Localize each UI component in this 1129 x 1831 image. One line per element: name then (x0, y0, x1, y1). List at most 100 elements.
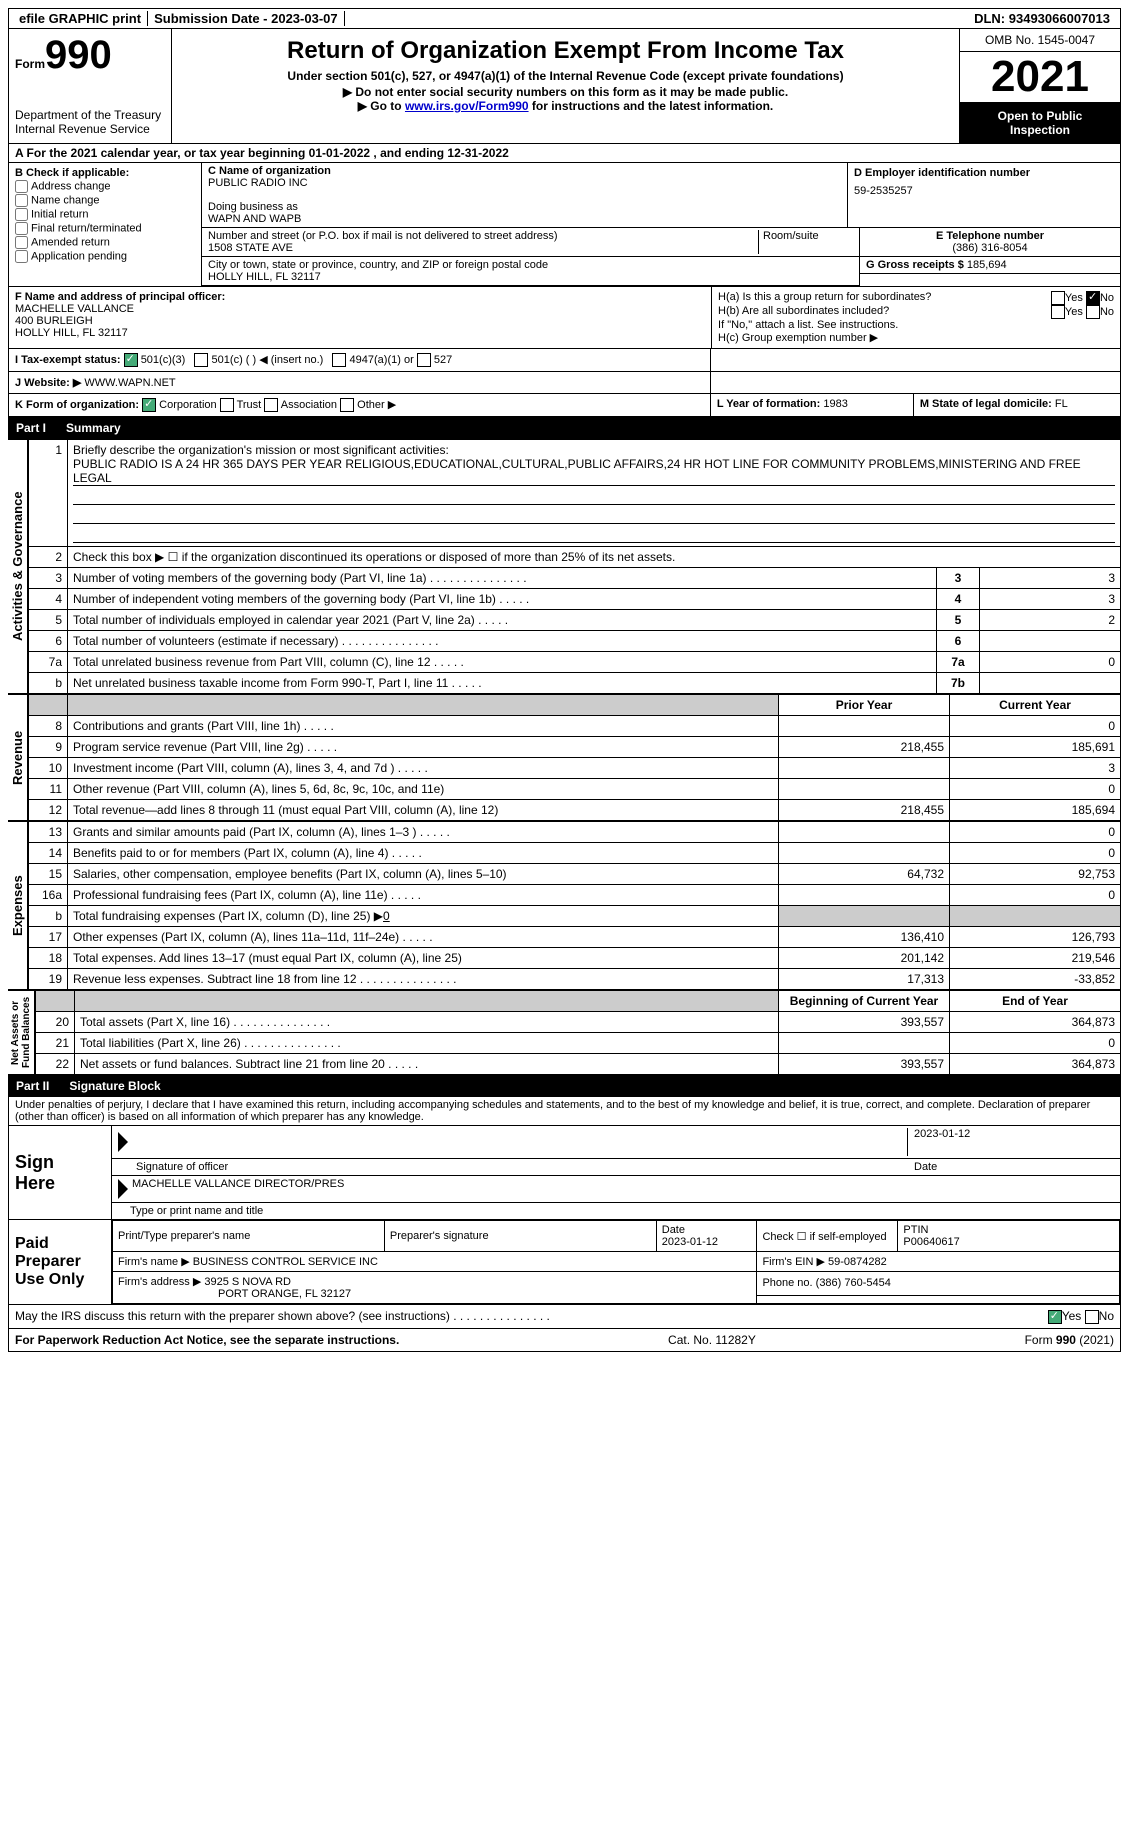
footer-form: Form 990 (2021) (1025, 1333, 1114, 1347)
s13t: Grants and similar amounts paid (Part IX… (73, 825, 450, 839)
firm-phone: (386) 760-5454 (816, 1277, 891, 1289)
chk-4947[interactable] (332, 353, 346, 367)
row-i: I Tax-exempt status: 501(c)(3) 501(c) ( … (8, 349, 1121, 372)
chk-amended[interactable]: Amended return (15, 236, 195, 249)
may-discuss-row: May the IRS discuss this return with the… (8, 1305, 1121, 1329)
boc-label: Beginning of Current Year (779, 991, 950, 1012)
n9: 9 (29, 737, 68, 758)
line1-num: 1 (29, 440, 68, 547)
r6: 6 (937, 631, 980, 652)
row-j: J Website: ▶ WWW.WAPN.NET (8, 372, 1121, 394)
efile-text: efile GRAPHIC print (19, 11, 141, 26)
chk-address-change[interactable]: Address change (15, 180, 195, 193)
firm-ein: 59-0874282 (828, 1256, 887, 1268)
sign-name-label: Type or print name and title (112, 1203, 1120, 1219)
r7b: 7b (937, 673, 980, 694)
paid-h3l: Date (662, 1224, 685, 1236)
n16b: b (29, 906, 68, 927)
cy10: 3 (950, 758, 1121, 779)
s3t: Number of voting members of the governin… (73, 571, 527, 585)
b22: 393,557 (779, 1054, 950, 1075)
may-yes[interactable] (1048, 1310, 1062, 1324)
note2-post: for instructions and the latest informat… (529, 99, 774, 113)
s7at: Total unrelated business revenue from Pa… (73, 655, 464, 669)
ein-value: 59-2535257 (854, 185, 1114, 197)
s5t: Total number of individuals employed in … (73, 613, 508, 627)
s8t: Contributions and grants (Part VIII, lin… (73, 719, 334, 733)
n17: 17 (29, 927, 68, 948)
phone-value: (386) 316-8054 (866, 242, 1114, 254)
hb-note: If "No," attach a list. See instructions… (718, 319, 1114, 331)
submission-date: Submission Date - 2023-03-07 (148, 11, 345, 26)
irs-link[interactable]: www.irs.gov/Form990 (405, 99, 529, 113)
i-label: I Tax-exempt status: (15, 354, 121, 366)
chk-corp[interactable] (142, 398, 156, 412)
chk-initial-return[interactable]: Initial return (15, 208, 195, 221)
paid-h2: Preparer's signature (384, 1221, 656, 1252)
may-no[interactable] (1085, 1310, 1099, 1324)
paid-label: Paid Preparer Use Only (9, 1220, 112, 1304)
form-header: Form990 Department of the Treasury Inter… (8, 29, 1121, 144)
s15c: Salaries, other compensation, employee b… (68, 864, 779, 885)
part2-header: Part II Signature Block (8, 1075, 1121, 1097)
ha-yes[interactable] (1051, 291, 1065, 305)
n13: 13 (29, 822, 68, 843)
py17: 136,410 (779, 927, 950, 948)
chk-501c[interactable] (194, 353, 208, 367)
n22: 22 (36, 1054, 75, 1075)
side-ag: Activities & Governance (8, 439, 28, 694)
line2-num: 2 (29, 547, 68, 568)
n16a: 16a (29, 885, 68, 906)
v6 (980, 631, 1121, 652)
na-hn (36, 991, 75, 1012)
s16ac: Professional fundraising fees (Part IX, … (68, 885, 779, 906)
v3: 3 (980, 568, 1121, 589)
efile-label: efile GRAPHIC print (13, 11, 148, 26)
hb-yes[interactable] (1051, 305, 1065, 319)
n14: 14 (29, 843, 68, 864)
n12: 12 (29, 800, 68, 821)
tax-year: 2021 (960, 52, 1120, 103)
s21t: Total liabilities (Part X, line 26) (80, 1036, 341, 1050)
chk-app-pending[interactable]: Application pending (15, 250, 195, 263)
hb-no[interactable] (1086, 305, 1100, 319)
m-label: M State of legal domicile: (920, 398, 1055, 410)
chk-assoc[interactable] (264, 398, 278, 412)
chk-trust[interactable] (220, 398, 234, 412)
s11t: Other revenue (Part VIII, column (A), li… (73, 782, 444, 796)
chk-final-return[interactable]: Final return/terminated (15, 222, 195, 235)
dln-value: 93493066007013 (1009, 11, 1110, 26)
chk-527[interactable] (417, 353, 431, 367)
summary-rev: Revenue Prior YearCurrent Year 8Contribu… (8, 694, 1121, 821)
s14c: Benefits paid to or for members (Part IX… (68, 843, 779, 864)
s21c: Total liabilities (Part X, line 26) (75, 1033, 779, 1054)
ha-no[interactable] (1086, 291, 1100, 305)
chk-name-change[interactable]: Name change (15, 194, 195, 207)
opt4: Amended return (31, 236, 110, 248)
py13 (779, 822, 950, 843)
s6: Total number of volunteers (estimate if … (68, 631, 937, 652)
col-h: H(a) Is this a group return for subordin… (712, 287, 1121, 348)
chk-other[interactable] (340, 398, 354, 412)
s12c: Total revenue—add lines 8 through 11 (mu… (68, 800, 779, 821)
chk-501c3[interactable] (124, 353, 138, 367)
part1-title: Summary (66, 421, 121, 435)
s15t: Salaries, other compensation, employee b… (73, 867, 507, 881)
n4: 4 (29, 589, 68, 610)
n5: 5 (29, 610, 68, 631)
k-o3: Association (281, 399, 337, 411)
street-label: Number and street (or P.O. box if mail i… (208, 230, 758, 242)
s19c: Revenue less expenses. Subtract line 18 … (68, 969, 779, 990)
paid-h4: Check ☐ if self-employed (757, 1221, 898, 1252)
sign-date: 2023-01-12 (907, 1128, 1114, 1156)
summary-na: Net Assets or Fund Balances Beginning of… (8, 990, 1121, 1075)
row-fh: F Name and address of principal officer:… (8, 287, 1121, 349)
firm-label: Firm's name ▶ (118, 1256, 193, 1268)
s16bc: Total fundraising expenses (Part IX, col… (68, 906, 779, 927)
section-bcde: B Check if applicable: Address change Na… (8, 163, 1121, 287)
firm-phone-label: Phone no. (762, 1277, 815, 1289)
b21 (779, 1033, 950, 1054)
ein-label2: Firm's EIN ▶ (762, 1256, 828, 1268)
ha-yes-label: Yes (1065, 292, 1083, 304)
hc-label: H(c) Group exemption number ▶ (718, 331, 1114, 344)
